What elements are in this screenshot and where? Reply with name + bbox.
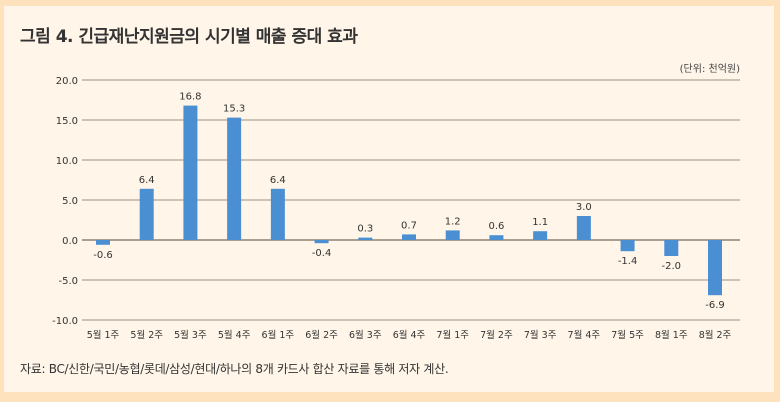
bar (402, 234, 416, 240)
bar (708, 240, 722, 296)
x-tick-label: 6월 4주 (393, 329, 426, 341)
y-tick-label: -10.0 (52, 316, 78, 327)
bar (445, 230, 460, 240)
data-label: -0.4 (312, 248, 332, 259)
data-label: -2.0 (662, 261, 682, 272)
bar (270, 188, 285, 240)
data-label: 3.0 (576, 202, 592, 213)
x-tick-label: 5월 1주 (87, 329, 120, 341)
bar (664, 240, 679, 256)
bar (227, 117, 242, 240)
chart-panel (4, 6, 774, 392)
bar (314, 240, 329, 244)
unit-label: (단위: 천억원) (679, 64, 740, 75)
x-tick-label: 8월 1주 (655, 329, 688, 341)
x-tick-label: 6월 1주 (262, 329, 295, 341)
y-tick-label: 15.0 (56, 116, 78, 127)
y-tick-label: 20.0 (56, 76, 78, 87)
y-tick-label: -5.0 (58, 276, 78, 287)
bar (489, 235, 504, 240)
data-label: 0.3 (357, 224, 373, 235)
data-label: 16.8 (179, 92, 201, 103)
data-label: -6.9 (705, 300, 725, 311)
data-label: 0.6 (488, 221, 504, 232)
bar (96, 240, 110, 245)
x-tick-label: 5월 3주 (174, 329, 207, 341)
bar (620, 240, 635, 252)
y-tick-label: 5.0 (62, 196, 78, 207)
chart-title: 그림 4. 긴급재난지원금의 시기별 매출 증대 효과 (20, 27, 358, 47)
data-label: 1.1 (532, 217, 548, 228)
y-tick-label: 0.0 (62, 236, 78, 247)
bar (183, 105, 198, 240)
bar (139, 188, 154, 240)
x-tick-label: 7월 2주 (480, 329, 513, 341)
source-note: 자료: BC/신한/국민/농협/롯데/삼성/현대/하나의 8개 카드사 합산 자… (20, 362, 449, 376)
x-tick-label: 7월 5주 (611, 329, 644, 341)
bar (533, 231, 548, 240)
data-label: 6.4 (139, 175, 155, 186)
x-tick-label: 5월 2주 (130, 329, 163, 341)
data-label: 6.4 (270, 175, 286, 186)
data-label: 15.3 (223, 104, 245, 115)
x-tick-label: 6월 3주 (349, 329, 382, 341)
x-tick-label: 5월 4주 (218, 329, 251, 341)
data-label: -1.4 (618, 256, 638, 267)
bar (576, 216, 591, 240)
x-tick-label: 7월 1주 (436, 329, 469, 341)
data-label: 0.7 (401, 220, 417, 231)
x-tick-label: 7월 4주 (568, 329, 601, 341)
x-tick-label: 6월 2주 (305, 329, 338, 341)
x-tick-label: 8월 2주 (699, 329, 732, 341)
bar (358, 237, 373, 240)
data-label: 1.2 (445, 216, 461, 227)
data-label: -0.6 (93, 250, 113, 261)
y-tick-label: 10.0 (56, 156, 78, 167)
x-tick-label: 7월 3주 (524, 329, 557, 341)
